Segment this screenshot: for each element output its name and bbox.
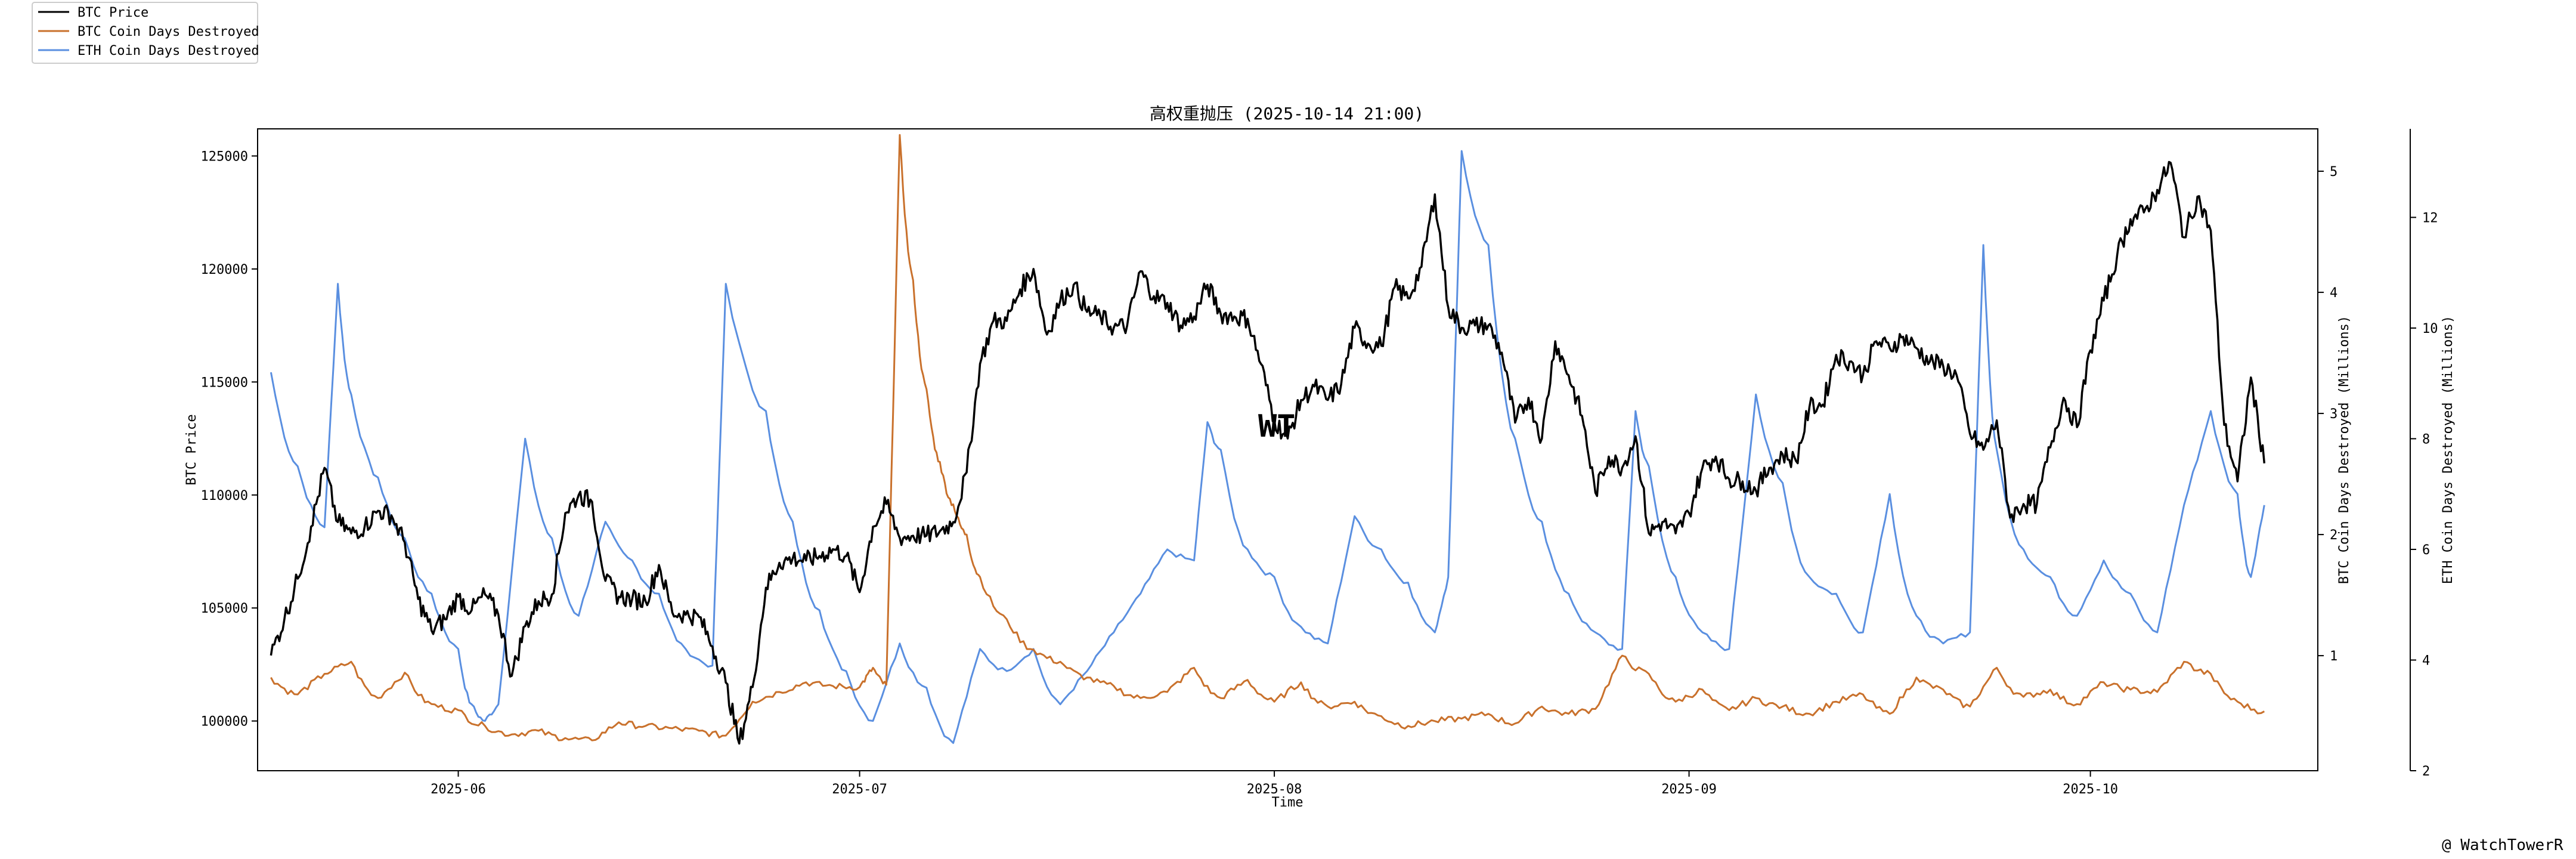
y3-axis-title: ETH Coin Days Destroyed (Millions): [2441, 316, 2456, 584]
y3-tick-label: 4: [2422, 653, 2430, 668]
x-tick-label: 2025-06: [431, 782, 486, 797]
series-line-btc-cdd: [270, 134, 2265, 741]
legend: BTC Price BTC Coin Days Destroyed ETH Co…: [32, 2, 259, 64]
y-tick-label: 105000: [201, 601, 248, 616]
y-tick-label: 120000: [201, 262, 248, 277]
x-tick-label: 2025-08: [1247, 782, 1302, 797]
y2-tick-label: 2: [2330, 528, 2337, 543]
y-axis-ticks: 100000 105000 110000 115000 120000 125000: [201, 149, 258, 730]
y2-tick-label: 4: [2330, 286, 2337, 301]
y-tick-label: 100000: [201, 715, 248, 730]
y2-tick-label: 3: [2330, 407, 2337, 422]
credit-watermark: @ WatchTowerR: [2442, 836, 2563, 854]
x-tick-label: 2025-09: [1661, 782, 1717, 797]
y3-tick-label: 6: [2422, 543, 2430, 558]
y2-tick-label: 5: [2330, 165, 2337, 180]
y-axis-title: BTC Price: [184, 414, 199, 485]
y-tick-label: 125000: [201, 149, 248, 164]
legend-label-btc-cdd: BTC Coin Days Destroyed: [78, 24, 259, 39]
y3-tick-label: 12: [2422, 211, 2438, 225]
y-tick-label: 115000: [201, 375, 248, 390]
y2-tick-label: 1: [2330, 649, 2337, 664]
y2-axis-ticks: 1 2 3 4 5: [2318, 165, 2337, 664]
y-tick-label: 110000: [201, 489, 248, 503]
y3-tick-label: 2: [2422, 764, 2430, 779]
chart-title: 高权重抛压 (2025-10-14 21:00): [1150, 104, 1424, 123]
y3-axis-ticks: 2 4 6 8 10 12: [2410, 211, 2438, 779]
series-line-eth-cdd: [270, 150, 2265, 744]
y3-tick-label: 8: [2422, 432, 2430, 447]
x-tick-label: 2025-07: [832, 782, 887, 797]
y3-tick-label: 10: [2422, 322, 2438, 336]
y2-axis-title: BTC Coin Days Destroyed (Millions): [2337, 316, 2352, 584]
legend-label-eth-cdd: ETH Coin Days Destroyed: [78, 44, 259, 58]
legend-label-btc-price: BTC Price: [78, 5, 148, 20]
plot-frame: [257, 128, 2318, 771]
x-tick-label: 2025-10: [2063, 782, 2118, 797]
x-axis-title: Time: [1272, 795, 1304, 810]
x-axis-ticks: 2025-06 2025-07 2025-08 2025-09 2025-10: [431, 771, 2118, 797]
series-line-btc-price: [270, 160, 2266, 745]
legend-box: [32, 2, 258, 64]
